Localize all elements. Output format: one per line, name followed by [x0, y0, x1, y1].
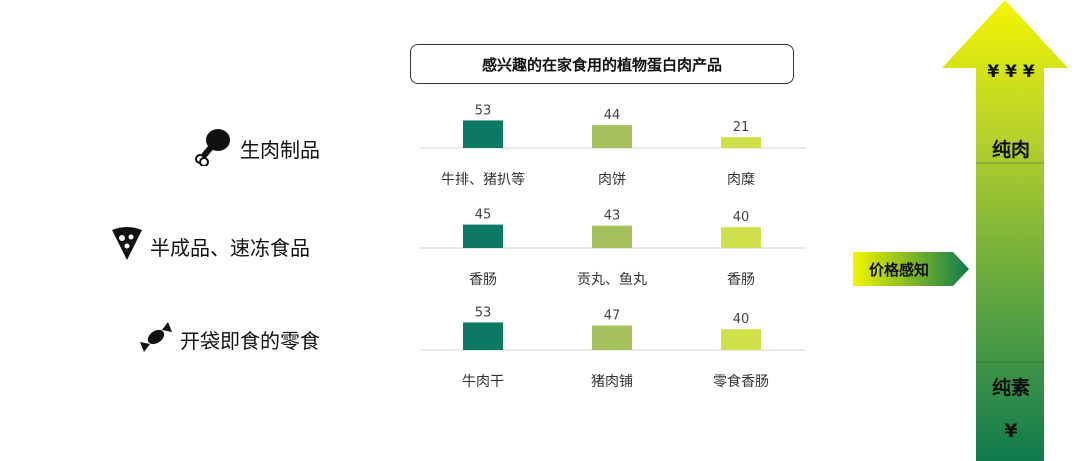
tick-label: 肉糜 — [727, 171, 755, 188]
bar — [721, 227, 761, 248]
tick-label: 肉饼 — [598, 172, 626, 188]
tick-label: 贡丸、鱼丸 — [577, 271, 647, 288]
pizza-slice-icon — [110, 226, 144, 267]
bar — [592, 125, 632, 148]
data-label: 45 — [475, 208, 492, 223]
bar — [463, 322, 503, 350]
category-label: 半成品、速冻食品 — [150, 236, 310, 260]
bar — [463, 120, 503, 148]
bar — [592, 325, 632, 350]
arrow-bottom-symbol: ¥ — [1004, 420, 1018, 442]
data-label: 53 — [475, 305, 492, 320]
category-row-1: 生肉制品 — [194, 126, 320, 171]
price-arrow — [942, 0, 1068, 461]
data-label: 40 — [733, 312, 750, 327]
chart-title: 感兴趣的在家食用的植物蛋白肉产品 — [410, 44, 794, 84]
category-label: 开袋即食的零食 — [180, 329, 320, 353]
category-row-3: 开袋即食的零食 — [138, 322, 320, 357]
data-label: 44 — [604, 108, 621, 123]
data-label: 53 — [475, 103, 492, 118]
bar — [721, 137, 761, 148]
candy-icon — [138, 322, 174, 357]
tick-label: 香肠 — [727, 272, 755, 288]
arrow-top-symbol: ¥ ¥ ¥ — [987, 62, 1035, 82]
price-perception-tag: 价格感知 — [853, 252, 969, 286]
bar — [463, 224, 503, 248]
bar — [721, 329, 761, 350]
data-label: 47 — [604, 309, 621, 324]
tick-label: 零食香肠 — [713, 373, 769, 390]
data-label: 40 — [733, 210, 750, 225]
data-label: 43 — [604, 209, 621, 224]
tick-label: 香肠 — [469, 272, 497, 288]
tick-label: 牛排、猪扒等 — [441, 171, 525, 188]
arrow-bottom-label: 纯素 — [991, 377, 1030, 399]
price-perception-label: 价格感知 — [869, 261, 930, 279]
category-label: 生肉制品 — [240, 138, 320, 162]
data-label: 21 — [733, 120, 750, 135]
category-row-2: 半成品、速冻食品 — [110, 226, 310, 267]
drumstick-icon — [194, 126, 234, 171]
tick-label: 猪肉铺 — [591, 374, 633, 390]
tick-label: 牛肉干 — [462, 374, 504, 390]
bar — [592, 225, 632, 248]
arrow-top-label: 纯肉 — [991, 139, 1030, 161]
